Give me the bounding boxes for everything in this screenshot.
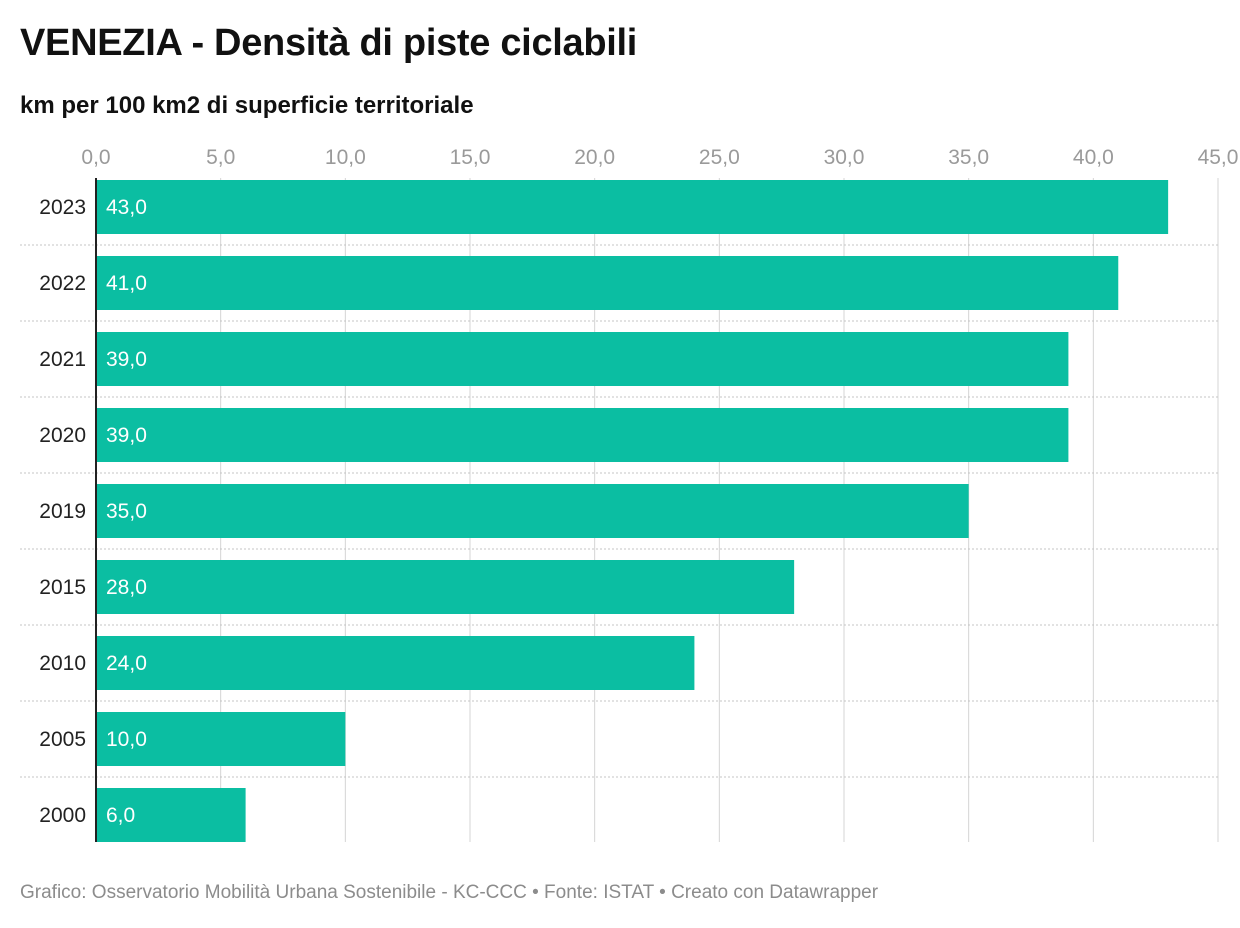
- bar: [96, 712, 346, 766]
- bar-value-label: 39,0: [106, 348, 147, 371]
- bar: [96, 408, 1069, 462]
- bar: [96, 332, 1069, 386]
- bar: [96, 788, 246, 842]
- bar-value-label: 35,0: [106, 500, 147, 523]
- category-label: 2023: [39, 196, 86, 219]
- x-axis-ticks: 0,0 5,0 10,0 15,0 20,0 25,0 30,0 35,0 40,0 45,0: [81, 146, 1238, 169]
- category-label: 2015: [39, 576, 86, 599]
- x-tick-label: 25,0: [699, 146, 740, 169]
- bar-value-label: 41,0: [106, 272, 147, 295]
- bar-value-label: 39,0: [106, 424, 147, 447]
- bar-value-label: 43,0: [106, 196, 147, 219]
- category-label: 2021: [39, 348, 86, 371]
- bar-value-label: 28,0: [106, 576, 147, 599]
- x-tick-label: 30,0: [824, 146, 865, 169]
- x-tick-label: 0,0: [81, 146, 110, 169]
- bar-value-label: 24,0: [106, 652, 147, 675]
- category-labels: 2023 2022 2021 2020 2019 2015 2010 2005 2000: [39, 196, 86, 827]
- x-tick-label: 10,0: [325, 146, 366, 169]
- category-label: 2019: [39, 500, 86, 523]
- category-label: 2000: [39, 804, 86, 827]
- x-tick-label: 45,0: [1198, 146, 1239, 169]
- bar: [96, 180, 1169, 234]
- category-label: 2005: [39, 728, 86, 751]
- chart-footer: Grafico: Osservatorio Mobilità Urbana So…: [20, 882, 879, 903]
- category-label: 2022: [39, 272, 86, 295]
- x-tick-label: 20,0: [574, 146, 615, 169]
- bar: [96, 484, 969, 538]
- x-tick-label: 5,0: [206, 146, 235, 169]
- category-label: 2020: [39, 424, 86, 447]
- x-tick-label: 35,0: [948, 146, 989, 169]
- chart-title: VENEZIA - Densità di piste ciclabili: [20, 22, 638, 64]
- x-tick-label: 15,0: [450, 146, 491, 169]
- bar: [96, 636, 695, 690]
- bar-value-label: 6,0: [106, 804, 135, 827]
- bar: [96, 256, 1119, 310]
- category-label: 2010: [39, 652, 86, 675]
- bar: [96, 560, 795, 614]
- bar-value-label: 10,0: [106, 728, 147, 751]
- chart-subtitle: km per 100 km2 di superficie territorial…: [20, 92, 474, 119]
- bars: 43,0 41,0 39,0 39,0 35,0 28,0 24,0 10,0 6,0: [96, 180, 1169, 842]
- x-tick-label: 40,0: [1073, 146, 1114, 169]
